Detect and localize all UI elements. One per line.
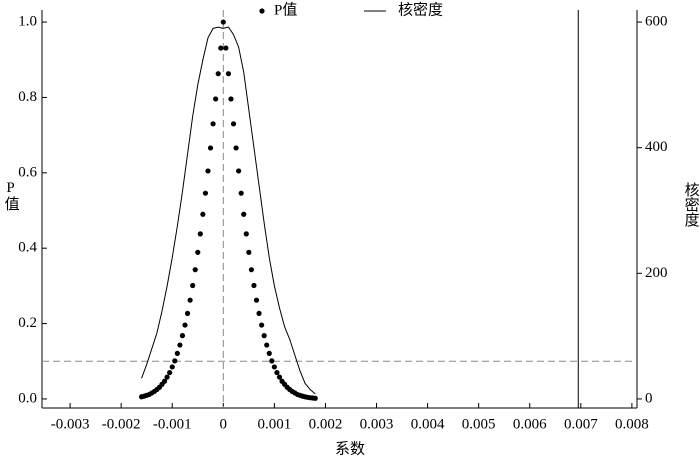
p-value-point xyxy=(161,378,168,384)
y-tick-label: 1.0 xyxy=(18,13,37,29)
p-value-point xyxy=(223,45,229,51)
p-value-point xyxy=(243,231,249,237)
p-value-point xyxy=(261,333,267,339)
x-tick-label: 0.001 xyxy=(258,416,292,432)
p-value-point xyxy=(312,395,318,401)
p-value-point xyxy=(276,374,283,380)
x-tick-label: 0.006 xyxy=(513,416,547,432)
y-tick-label: 0.6 xyxy=(18,164,37,180)
x-tick-label: -0.003 xyxy=(51,416,90,432)
p-value-point xyxy=(169,364,175,370)
p-value-point xyxy=(187,297,193,303)
p-value-point xyxy=(164,374,170,380)
p-value-point xyxy=(251,282,257,289)
x-tick-label: -0.002 xyxy=(102,416,141,432)
p-value-point xyxy=(225,71,232,77)
y-tick-label: 0.0 xyxy=(18,390,37,406)
y2-tick-label: 0 xyxy=(645,390,653,406)
x-tick-label: -0.001 xyxy=(153,416,192,432)
p-value-point xyxy=(241,211,247,217)
x-axis-label: 系数 xyxy=(335,440,365,457)
p-value-point xyxy=(195,249,201,255)
p-value-point xyxy=(167,369,173,376)
y2-tick-label: 200 xyxy=(645,265,668,281)
p-value-point xyxy=(269,358,275,364)
p-value-point xyxy=(264,342,270,348)
p-value-point xyxy=(246,249,252,255)
p-value-point xyxy=(190,282,196,289)
p-value-point xyxy=(200,211,206,217)
p-value-point xyxy=(172,358,178,364)
x-tick-label: 0.003 xyxy=(360,416,394,432)
p-value-point xyxy=(184,310,191,316)
x-tick-label: 0.008 xyxy=(615,416,649,432)
p-value-point xyxy=(271,364,277,370)
x-tick-label: 0 xyxy=(220,416,228,432)
p-value-point xyxy=(238,190,244,196)
p-value-point xyxy=(220,19,226,25)
density-line xyxy=(141,26,316,395)
p-value-point xyxy=(207,145,214,151)
p-value-point xyxy=(213,96,219,102)
p-value-point xyxy=(228,96,234,102)
p-value-point xyxy=(197,231,203,237)
x-tick-label: 0.002 xyxy=(309,416,343,432)
p-value-point xyxy=(236,168,242,174)
legend-label: P值 xyxy=(274,1,297,18)
x-tick-label: 0.005 xyxy=(462,416,496,432)
y2-tick-label: 400 xyxy=(645,139,668,155)
p-value-point xyxy=(182,322,188,328)
p-value-point xyxy=(230,121,237,127)
p-value-point xyxy=(192,267,198,273)
p-value-point xyxy=(274,369,280,376)
y2-tick-label: 600 xyxy=(645,13,668,29)
p-value-point xyxy=(248,267,254,273)
p-value-point xyxy=(218,45,224,51)
y2-axis-label: 核密度 xyxy=(683,182,700,227)
legend-marker xyxy=(259,8,265,14)
p-value-point xyxy=(259,322,265,328)
p-value-point xyxy=(215,71,221,77)
y-tick-label: 0.4 xyxy=(18,240,37,256)
p-value-point xyxy=(256,310,262,316)
p-value-point xyxy=(266,350,272,356)
y-axis-label: P值 xyxy=(3,180,20,211)
p-value-point xyxy=(179,333,186,339)
legend-label: 核密度 xyxy=(398,1,443,18)
p-value-point xyxy=(174,350,180,356)
x-tick-label: 0.007 xyxy=(564,416,598,432)
y-tick-label: 0.8 xyxy=(18,89,37,105)
p-value-point xyxy=(210,121,216,127)
p-value-point xyxy=(205,168,211,174)
p-value-point xyxy=(177,342,183,348)
y-tick-label: 0.2 xyxy=(18,315,37,331)
p-value-point xyxy=(202,190,209,196)
x-tick-label: 0.004 xyxy=(411,416,445,432)
p-value-point xyxy=(233,145,239,151)
p-value-point xyxy=(253,297,260,303)
